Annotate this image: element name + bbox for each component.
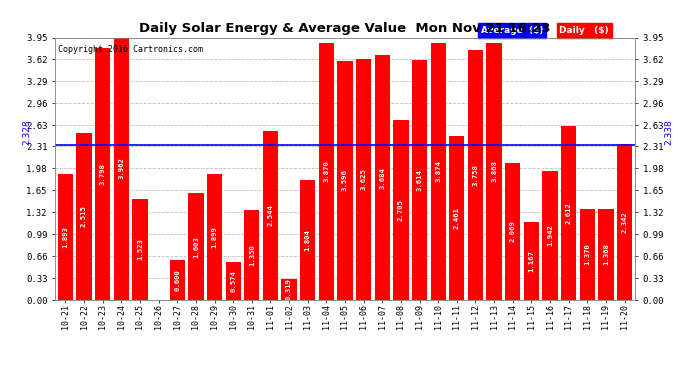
Text: 2.705: 2.705 xyxy=(398,199,404,221)
Bar xyxy=(170,260,185,300)
Text: Daily   ($): Daily ($) xyxy=(560,26,609,35)
Text: 1.603: 1.603 xyxy=(193,236,199,258)
Text: 2.328: 2.328 xyxy=(22,120,31,145)
Title: Daily Solar Energy & Average Value  Mon Nov 21 16:23: Daily Solar Energy & Average Value Mon N… xyxy=(139,22,551,35)
Text: 2.515: 2.515 xyxy=(81,206,87,227)
Text: 3.614: 3.614 xyxy=(417,169,422,191)
Text: 1.893: 1.893 xyxy=(63,226,68,248)
Bar xyxy=(412,60,427,300)
Text: 3.758: 3.758 xyxy=(473,164,478,186)
Bar xyxy=(132,199,148,300)
Bar xyxy=(114,37,129,300)
Text: 1.167: 1.167 xyxy=(529,250,534,272)
Bar xyxy=(356,59,371,300)
Text: 3.798: 3.798 xyxy=(100,163,106,185)
Text: 1.368: 1.368 xyxy=(603,244,609,266)
Bar xyxy=(337,61,353,300)
Text: 1.942: 1.942 xyxy=(547,225,553,246)
Bar xyxy=(449,136,464,300)
Bar xyxy=(319,43,334,300)
Bar xyxy=(468,50,483,300)
Text: 3.868: 3.868 xyxy=(491,160,497,182)
Bar xyxy=(580,209,595,300)
Bar xyxy=(300,180,315,300)
Text: 3.684: 3.684 xyxy=(380,166,385,189)
Text: 1.350: 1.350 xyxy=(249,244,255,266)
Bar xyxy=(561,126,576,300)
Text: Copyright 2016 Cartronics.com: Copyright 2016 Cartronics.com xyxy=(58,45,203,54)
Text: 2.069: 2.069 xyxy=(510,220,515,242)
Text: 3.870: 3.870 xyxy=(324,160,329,182)
Text: 1.370: 1.370 xyxy=(584,243,590,266)
Bar xyxy=(505,162,520,300)
Bar xyxy=(188,194,204,300)
Bar xyxy=(77,133,92,300)
Text: 1.523: 1.523 xyxy=(137,238,143,260)
Bar xyxy=(375,55,390,300)
Text: 1.899: 1.899 xyxy=(212,226,217,248)
Text: 2.338: 2.338 xyxy=(664,120,673,145)
Text: 0.319: 0.319 xyxy=(286,279,292,300)
Bar xyxy=(282,279,297,300)
Text: 3.874: 3.874 xyxy=(435,160,441,182)
Bar xyxy=(431,42,446,300)
Text: 0.574: 0.574 xyxy=(230,270,236,292)
Bar xyxy=(95,48,110,300)
Text: 3.625: 3.625 xyxy=(361,169,366,190)
Text: 0.600: 0.600 xyxy=(175,269,180,291)
Bar xyxy=(58,174,73,300)
Bar xyxy=(263,131,278,300)
Bar xyxy=(524,222,539,300)
Bar xyxy=(226,262,241,300)
Text: 3.596: 3.596 xyxy=(342,170,348,192)
Text: 2.612: 2.612 xyxy=(566,202,571,224)
Bar xyxy=(486,43,502,300)
Text: 2.342: 2.342 xyxy=(622,211,627,233)
Text: 3.962: 3.962 xyxy=(119,158,124,179)
Bar xyxy=(393,120,408,300)
Text: Average  ($): Average ($) xyxy=(481,26,544,35)
Bar xyxy=(207,174,222,300)
Bar xyxy=(617,144,632,300)
Text: 2.544: 2.544 xyxy=(268,204,273,226)
Bar xyxy=(598,209,613,300)
Bar xyxy=(542,171,558,300)
Text: 2.461: 2.461 xyxy=(454,207,460,229)
Text: 1.804: 1.804 xyxy=(305,229,310,251)
Bar xyxy=(244,210,259,300)
